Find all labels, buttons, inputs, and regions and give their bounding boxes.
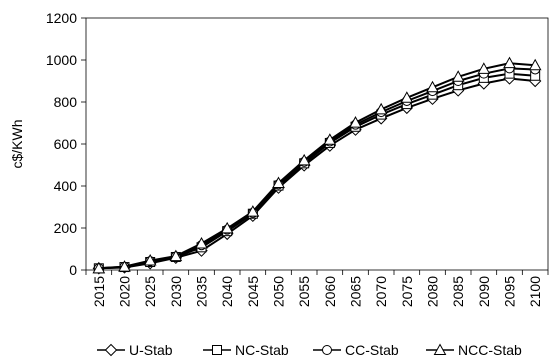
legend-label: CC-Stab bbox=[345, 342, 399, 358]
x-tick-label: 2085 bbox=[450, 276, 466, 307]
plot-frame bbox=[85, 17, 549, 271]
x-tick-label: 2075 bbox=[399, 276, 415, 307]
series-cc-stab bbox=[93, 63, 541, 274]
x-axis: 2015 2020 2025 2030 2035 2040 2045 2050 2055 2060… bbox=[85, 270, 549, 307]
data-point-triangle bbox=[272, 176, 285, 189]
x-tick-label: 2080 bbox=[425, 276, 441, 307]
plot-area bbox=[85, 17, 549, 271]
data-point-triangle bbox=[92, 261, 106, 274]
data-point-triangle bbox=[118, 260, 131, 272]
data-point-triangle bbox=[195, 237, 208, 249]
legend-label: U-Stab bbox=[129, 342, 173, 358]
y-tick-label: 400 bbox=[54, 178, 78, 194]
series-u-stab bbox=[92, 72, 542, 275]
x-tick-label: 2015 bbox=[91, 276, 107, 307]
series-line bbox=[98, 67, 536, 270]
legend-marker-triangle bbox=[433, 343, 447, 355]
data-point-triangle bbox=[349, 116, 362, 128]
series-line bbox=[98, 72, 536, 270]
x-tick-label: 2070 bbox=[373, 276, 389, 307]
data-point-triangle bbox=[143, 254, 157, 266]
legend-item: NC-Stab bbox=[203, 342, 289, 358]
data-point-triangle bbox=[169, 249, 183, 262]
y-axis: 0 200 400 600 800 1000 1200 bbox=[46, 10, 86, 278]
x-tick-label: 2030 bbox=[168, 276, 184, 307]
legend-item: U-Stab bbox=[97, 342, 173, 358]
series-ncc-stab bbox=[92, 56, 542, 274]
data-point-triangle bbox=[477, 62, 491, 74]
y-tick-label: 800 bbox=[54, 94, 78, 110]
x-tick-label: 2100 bbox=[527, 276, 543, 307]
data-point-triangle bbox=[323, 133, 337, 145]
data-point-triangle bbox=[451, 70, 465, 82]
data-point-triangle bbox=[426, 80, 439, 93]
x-tick-label: 2050 bbox=[271, 276, 287, 307]
y-tick-label: 200 bbox=[54, 220, 78, 236]
x-tick-label: 2045 bbox=[245, 276, 261, 307]
x-tick-label: 2060 bbox=[322, 276, 338, 307]
data-point-triangle bbox=[374, 102, 388, 115]
y-tick-label: 1200 bbox=[46, 10, 77, 26]
legend-marker-circle bbox=[322, 345, 332, 355]
x-tick-label: 2065 bbox=[348, 276, 364, 307]
data-point-triangle bbox=[297, 153, 311, 166]
x-tick-label: 2035 bbox=[194, 276, 210, 307]
data-point-triangle bbox=[246, 205, 260, 217]
y-axis-label: c$/KWh bbox=[9, 119, 25, 168]
series-line bbox=[98, 62, 536, 270]
x-tick-label: 2025 bbox=[142, 276, 158, 307]
data-point-triangle bbox=[400, 91, 414, 103]
legend-item: NCC-Stab bbox=[426, 342, 522, 358]
legend-marker-diamond bbox=[104, 343, 118, 357]
legend: U-Stab NC-Stab CC-Stab NCC-Stab bbox=[97, 342, 522, 358]
data-point-triangle bbox=[220, 221, 234, 234]
x-tick-label: 2055 bbox=[296, 276, 312, 307]
legend-marker-square bbox=[212, 345, 222, 355]
x-tick-label: 2040 bbox=[219, 276, 235, 307]
series-line bbox=[98, 77, 536, 270]
y-tick-label: 1000 bbox=[46, 52, 77, 68]
x-tick-label: 2090 bbox=[476, 276, 492, 307]
series-layer bbox=[92, 56, 542, 275]
y-tick-label: 600 bbox=[54, 136, 78, 152]
x-tick-label: 2095 bbox=[502, 276, 518, 307]
series-nc-stab bbox=[93, 68, 541, 274]
data-point-triangle bbox=[503, 56, 516, 69]
data-point-triangle bbox=[528, 58, 542, 71]
y-tick-label: 0 bbox=[69, 262, 77, 278]
legend-item: CC-Stab bbox=[313, 342, 399, 358]
legend-label: NC-Stab bbox=[235, 342, 289, 358]
legend-label: NCC-Stab bbox=[458, 342, 522, 358]
x-tick-label: 2020 bbox=[117, 276, 133, 307]
